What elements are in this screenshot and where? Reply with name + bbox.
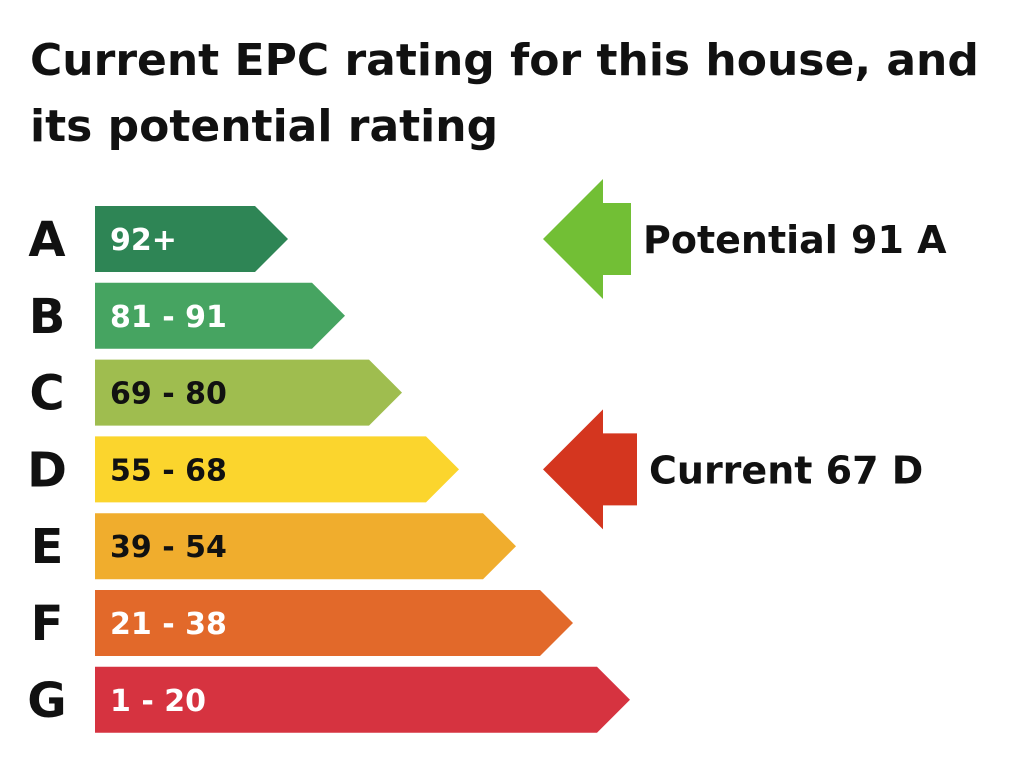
potential-rating-arrow (543, 179, 631, 299)
band-letter-f: F (31, 596, 64, 652)
band-bar-b (95, 282, 345, 349)
current-rating-arrow (543, 409, 637, 530)
band-a: A 92+ (28, 206, 288, 272)
band-bar-d (95, 436, 459, 503)
band-range-f: 21 - 38 (110, 607, 227, 642)
band-bar-a (95, 206, 288, 272)
band-range-g: 1 - 20 (110, 684, 206, 719)
potential-rating-label: Potential 91 A (643, 218, 947, 262)
band-b: B 81 - 91 (29, 282, 345, 349)
band-d: D 55 - 68 (27, 436, 459, 503)
band-letter-b: B (29, 289, 66, 345)
band-letter-e: E (31, 519, 64, 575)
band-range-e: 39 - 54 (110, 530, 227, 565)
band-bar-g (95, 666, 630, 733)
band-e: E 39 - 54 (31, 513, 516, 580)
band-range-a: 92+ (110, 223, 177, 258)
band-c: C 69 - 80 (29, 359, 402, 426)
band-letter-g: G (27, 673, 66, 729)
band-bar-e (95, 513, 516, 580)
band-g: G 1 - 20 (27, 666, 630, 733)
band-f: F 21 - 38 (31, 590, 573, 656)
band-letter-c: C (29, 366, 64, 422)
band-bar-c (95, 359, 402, 426)
potential-rating-marker: Potential 91 A (543, 179, 947, 299)
band-bar-f (95, 590, 573, 656)
band-range-d: 55 - 68 (110, 453, 227, 488)
band-letter-a: A (28, 212, 65, 268)
chart-title: Current EPC rating for this house, and i… (30, 35, 979, 152)
current-rating-label: Current 67 D (649, 448, 923, 492)
band-range-c: 69 - 80 (110, 377, 227, 412)
band-range-b: 81 - 91 (110, 300, 227, 335)
current-rating-marker: Current 67 D (543, 409, 923, 530)
band-letter-d: D (27, 442, 67, 498)
